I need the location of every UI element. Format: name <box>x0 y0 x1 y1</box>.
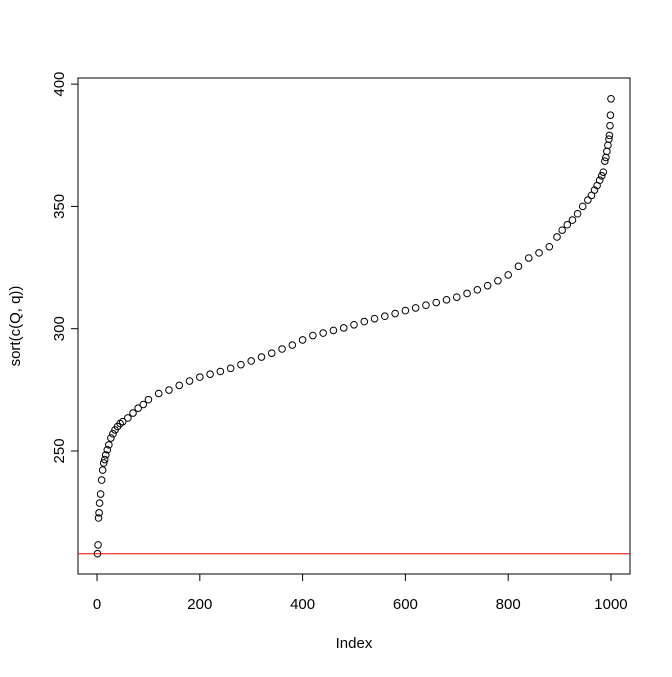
point <box>599 168 608 176</box>
point <box>95 509 103 517</box>
point <box>545 242 554 251</box>
point <box>134 404 142 412</box>
point <box>175 381 184 390</box>
point <box>606 121 614 130</box>
point <box>605 135 613 143</box>
y-tick-label: 400 <box>51 72 68 97</box>
point <box>95 499 104 507</box>
point <box>411 304 420 312</box>
point <box>422 301 430 310</box>
point <box>442 296 451 304</box>
x-tick-label: 800 <box>496 596 521 613</box>
point <box>100 455 109 464</box>
x-tick-label: 600 <box>393 596 418 613</box>
point <box>563 220 572 229</box>
point <box>196 373 204 381</box>
point <box>298 336 307 344</box>
point <box>329 326 338 335</box>
point <box>568 216 577 224</box>
x-tick-label: 200 <box>187 596 212 613</box>
point <box>124 414 132 422</box>
point <box>558 226 566 234</box>
point <box>605 131 614 140</box>
point <box>139 400 148 409</box>
point <box>206 370 214 378</box>
point <box>278 345 286 353</box>
point <box>584 196 592 204</box>
point <box>514 262 523 271</box>
point <box>483 281 492 290</box>
point <box>107 434 115 442</box>
point <box>350 320 358 329</box>
point <box>165 386 173 394</box>
point <box>154 389 163 398</box>
x-tick-label: 400 <box>290 596 315 613</box>
point <box>99 459 108 467</box>
x-tick-label: 0 <box>93 596 101 613</box>
point <box>257 353 266 361</box>
point <box>391 309 399 318</box>
point <box>319 329 327 337</box>
point <box>602 153 610 162</box>
point <box>185 377 194 385</box>
y-tick-label: 250 <box>51 438 68 463</box>
point <box>216 367 225 376</box>
point <box>267 349 276 357</box>
point <box>237 360 245 369</box>
y-axis-label: sort(c(Q, q)) <box>7 286 24 367</box>
point <box>339 324 348 332</box>
x-axis-label: Index <box>336 635 373 652</box>
point <box>595 176 604 185</box>
point <box>226 364 235 373</box>
point <box>144 395 153 404</box>
point <box>607 94 615 103</box>
point <box>606 111 615 119</box>
point <box>578 202 587 211</box>
point <box>432 298 441 307</box>
point <box>97 476 106 484</box>
point <box>473 286 482 294</box>
point <box>98 466 107 474</box>
point <box>129 409 137 417</box>
y-tick-label: 300 <box>51 316 68 341</box>
point <box>573 209 582 218</box>
point <box>504 271 512 279</box>
point <box>288 341 297 349</box>
point <box>93 549 102 558</box>
point <box>401 306 410 315</box>
point <box>494 276 502 285</box>
point <box>590 186 599 194</box>
point <box>94 541 102 549</box>
point <box>604 141 612 150</box>
point <box>601 157 609 165</box>
point <box>360 317 369 326</box>
point <box>116 419 124 428</box>
point <box>553 233 561 241</box>
y-tick-label: 350 <box>51 194 68 219</box>
point <box>603 147 611 156</box>
point <box>524 254 533 262</box>
point <box>109 430 117 438</box>
point <box>381 312 389 321</box>
point <box>247 357 256 365</box>
point <box>535 249 543 257</box>
point <box>309 331 317 340</box>
point <box>103 445 112 454</box>
point <box>463 289 471 298</box>
point <box>96 490 105 498</box>
point <box>370 314 379 323</box>
x-tick-label: 1000 <box>594 596 627 613</box>
point <box>105 441 113 449</box>
point <box>118 417 127 426</box>
point <box>452 293 461 301</box>
plot-box <box>77 77 631 575</box>
point <box>101 451 110 459</box>
point <box>94 514 103 522</box>
point <box>597 172 606 180</box>
